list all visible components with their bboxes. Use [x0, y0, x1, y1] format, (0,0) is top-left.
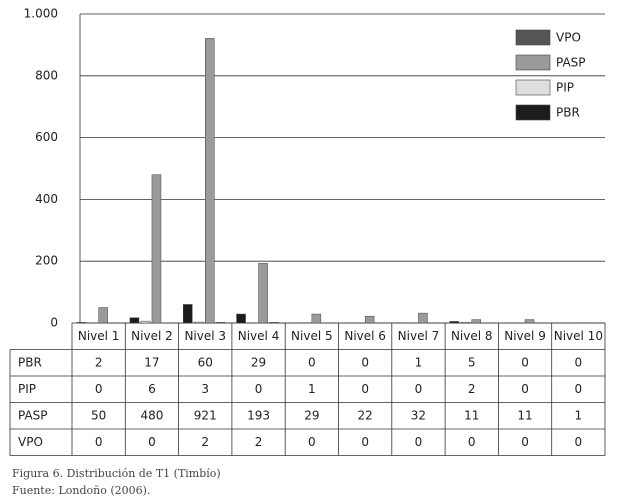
table-row-label: PIP: [18, 382, 36, 396]
x-tick-label: Nivel 6: [344, 329, 386, 343]
table-cell: 0: [361, 435, 369, 449]
table-cell: 1: [308, 382, 316, 396]
x-tick-label: Nivel 7: [398, 329, 440, 343]
table-cell: 0: [468, 435, 476, 449]
table-cell: 32: [411, 408, 426, 422]
table-row-label: PBR: [18, 355, 42, 369]
bar: [183, 304, 193, 324]
bar: [76, 322, 86, 324]
bar: [151, 174, 162, 324]
x-tick-label: Nivel 1: [78, 329, 120, 343]
legend-swatch: [515, 54, 551, 71]
table-cell: 0: [308, 355, 316, 369]
bar: [418, 312, 428, 324]
table-cell: 193: [247, 408, 270, 422]
legend-swatch: [515, 79, 551, 96]
bar: [216, 322, 226, 324]
x-tick-label: Nivel 9: [504, 329, 546, 343]
y-tick-label: 600: [35, 130, 58, 144]
x-tick-label: Nivel 10: [554, 329, 603, 343]
y-tick-label: 800: [35, 68, 58, 82]
bar: [258, 263, 268, 324]
table-cell: 0: [95, 382, 103, 396]
legend-label: PIP: [556, 81, 574, 95]
y-tick-label: 0: [50, 316, 58, 330]
y-tick-label: 1.000: [24, 7, 58, 21]
table-cell: 60: [198, 355, 213, 369]
table-cell: 50: [91, 408, 106, 422]
table-cell: 0: [361, 382, 369, 396]
bar: [205, 38, 215, 324]
table-cell: 0: [415, 435, 423, 449]
table-cell: 11: [517, 408, 532, 422]
table-cell: 0: [521, 382, 529, 396]
bar: [98, 307, 108, 324]
table-row-label: VPO: [18, 435, 43, 449]
table-cell: 0: [521, 355, 529, 369]
bar: [140, 320, 151, 324]
table-cell: 480: [140, 408, 163, 422]
legend-swatch: [515, 104, 551, 121]
table-cell: 0: [575, 382, 583, 396]
table-cell: 0: [575, 435, 583, 449]
table-cell: 0: [415, 382, 423, 396]
table-cell: 22: [358, 408, 373, 422]
bar: [311, 313, 322, 324]
table-cell: 0: [95, 435, 103, 449]
table-cell: 1: [575, 408, 583, 422]
table-row-label: PASP: [18, 408, 48, 422]
table-cell: 0: [575, 355, 583, 369]
table-cell: 0: [148, 435, 156, 449]
table-cell: 3: [201, 382, 209, 396]
legend-swatch: [515, 29, 551, 46]
x-tick-label: Nivel 8: [451, 329, 493, 343]
table-cell: 0: [308, 435, 316, 449]
table-cell: 11: [464, 408, 479, 422]
bar: [194, 321, 204, 324]
y-tick-label: 400: [35, 192, 58, 206]
x-tick-label: Nivel 2: [131, 329, 173, 343]
table-cell: 2: [468, 382, 476, 396]
table-cell: 17: [144, 355, 159, 369]
table-cell: 29: [304, 408, 319, 422]
table-cell: 921: [194, 408, 217, 422]
table-cell: 2: [201, 435, 209, 449]
bar: [236, 313, 246, 324]
x-tick-label: Nivel 3: [184, 329, 226, 343]
table-cell: 2: [255, 435, 263, 449]
table-cell: 5: [468, 355, 476, 369]
source: Fuente: Londoño (2006).: [12, 484, 150, 497]
bar: [364, 315, 375, 324]
table-cell: 0: [361, 355, 369, 369]
table-cell: 29: [251, 355, 266, 369]
bar: [269, 322, 279, 324]
bar: [524, 319, 535, 324]
y-tick-label: 200: [35, 254, 58, 268]
bar: [449, 321, 459, 324]
table-cell: 2: [95, 355, 103, 369]
x-tick-label: Nivel 5: [291, 329, 333, 343]
caption: Figura 6. Distribución de T1 (Timbío): [12, 467, 221, 480]
table-cell: 6: [148, 382, 156, 396]
x-tick-label: Nivel 4: [238, 329, 280, 343]
legend-label: VPO: [556, 31, 581, 45]
bar: [471, 319, 481, 324]
table-cell: 0: [255, 382, 263, 396]
table-cell: 1: [415, 355, 423, 369]
legend-label: PASP: [556, 56, 586, 70]
bar: [460, 322, 470, 324]
bar: [129, 317, 140, 324]
legend-label: PBR: [556, 106, 580, 120]
table-cell: 0: [521, 435, 529, 449]
